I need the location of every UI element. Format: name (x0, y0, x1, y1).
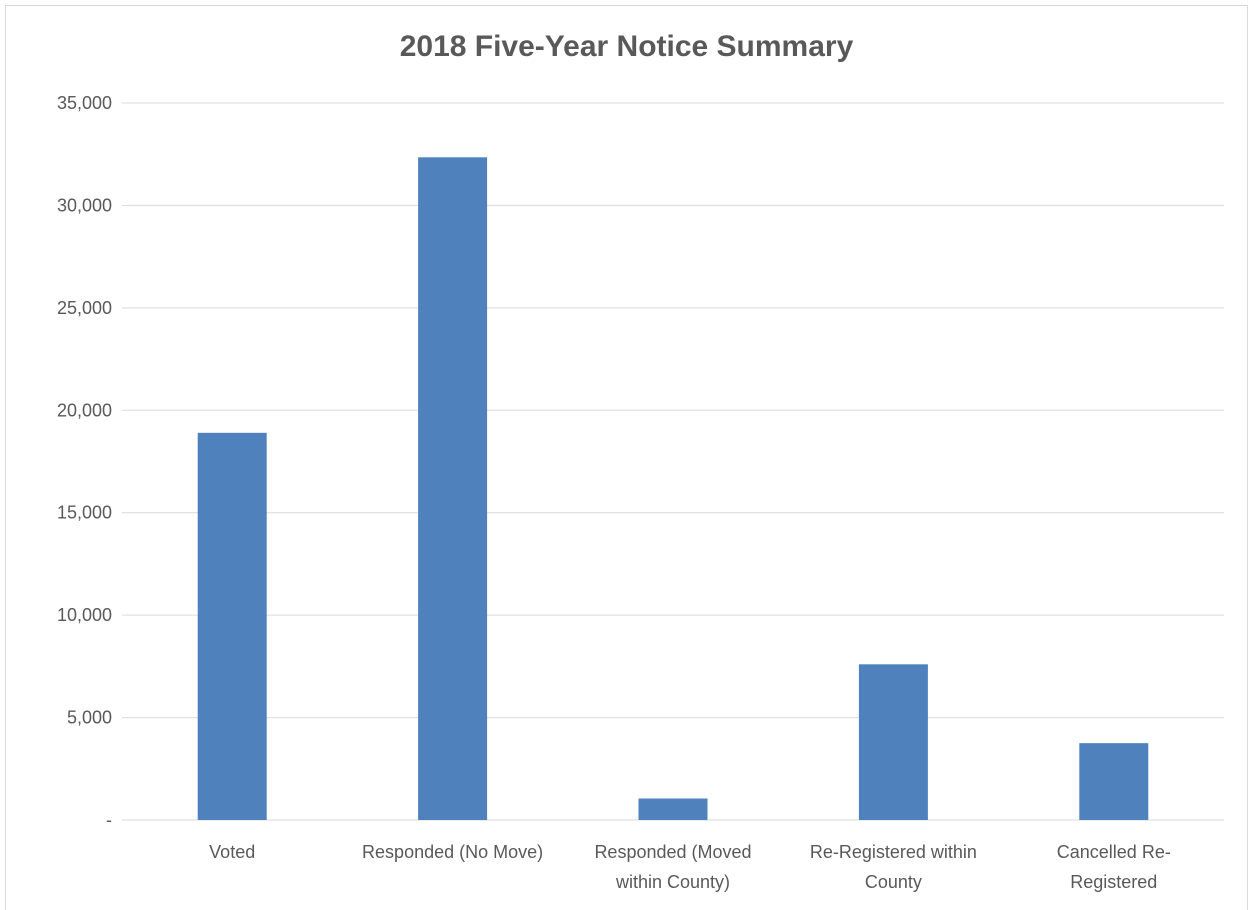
x-category-label: Responded (No Move) (362, 842, 543, 862)
bar (1079, 743, 1149, 820)
bar (858, 664, 928, 820)
bar (418, 157, 488, 821)
y-tick-label: 15,000 (57, 503, 112, 523)
y-tick-label: - (106, 810, 112, 830)
y-tick-label: 10,000 (57, 605, 112, 625)
y-tick-label: 5,000 (67, 708, 112, 728)
x-category-label: Cancelled Re-Registered (1057, 842, 1171, 892)
y-tick-label: 25,000 (57, 298, 112, 318)
y-tick-label: 20,000 (57, 400, 112, 420)
x-category-label: Re-Registered within County (810, 842, 977, 892)
y-tick-label: 35,000 (57, 93, 112, 113)
chart-title: 2018 Five-Year Notice Summary (399, 30, 854, 63)
bar (638, 798, 708, 820)
bar (197, 432, 267, 820)
x-category-label: Voted (209, 842, 255, 862)
y-tick-label: 30,000 (57, 195, 112, 215)
x-category-label: Responded (Moved within County) (594, 842, 751, 892)
